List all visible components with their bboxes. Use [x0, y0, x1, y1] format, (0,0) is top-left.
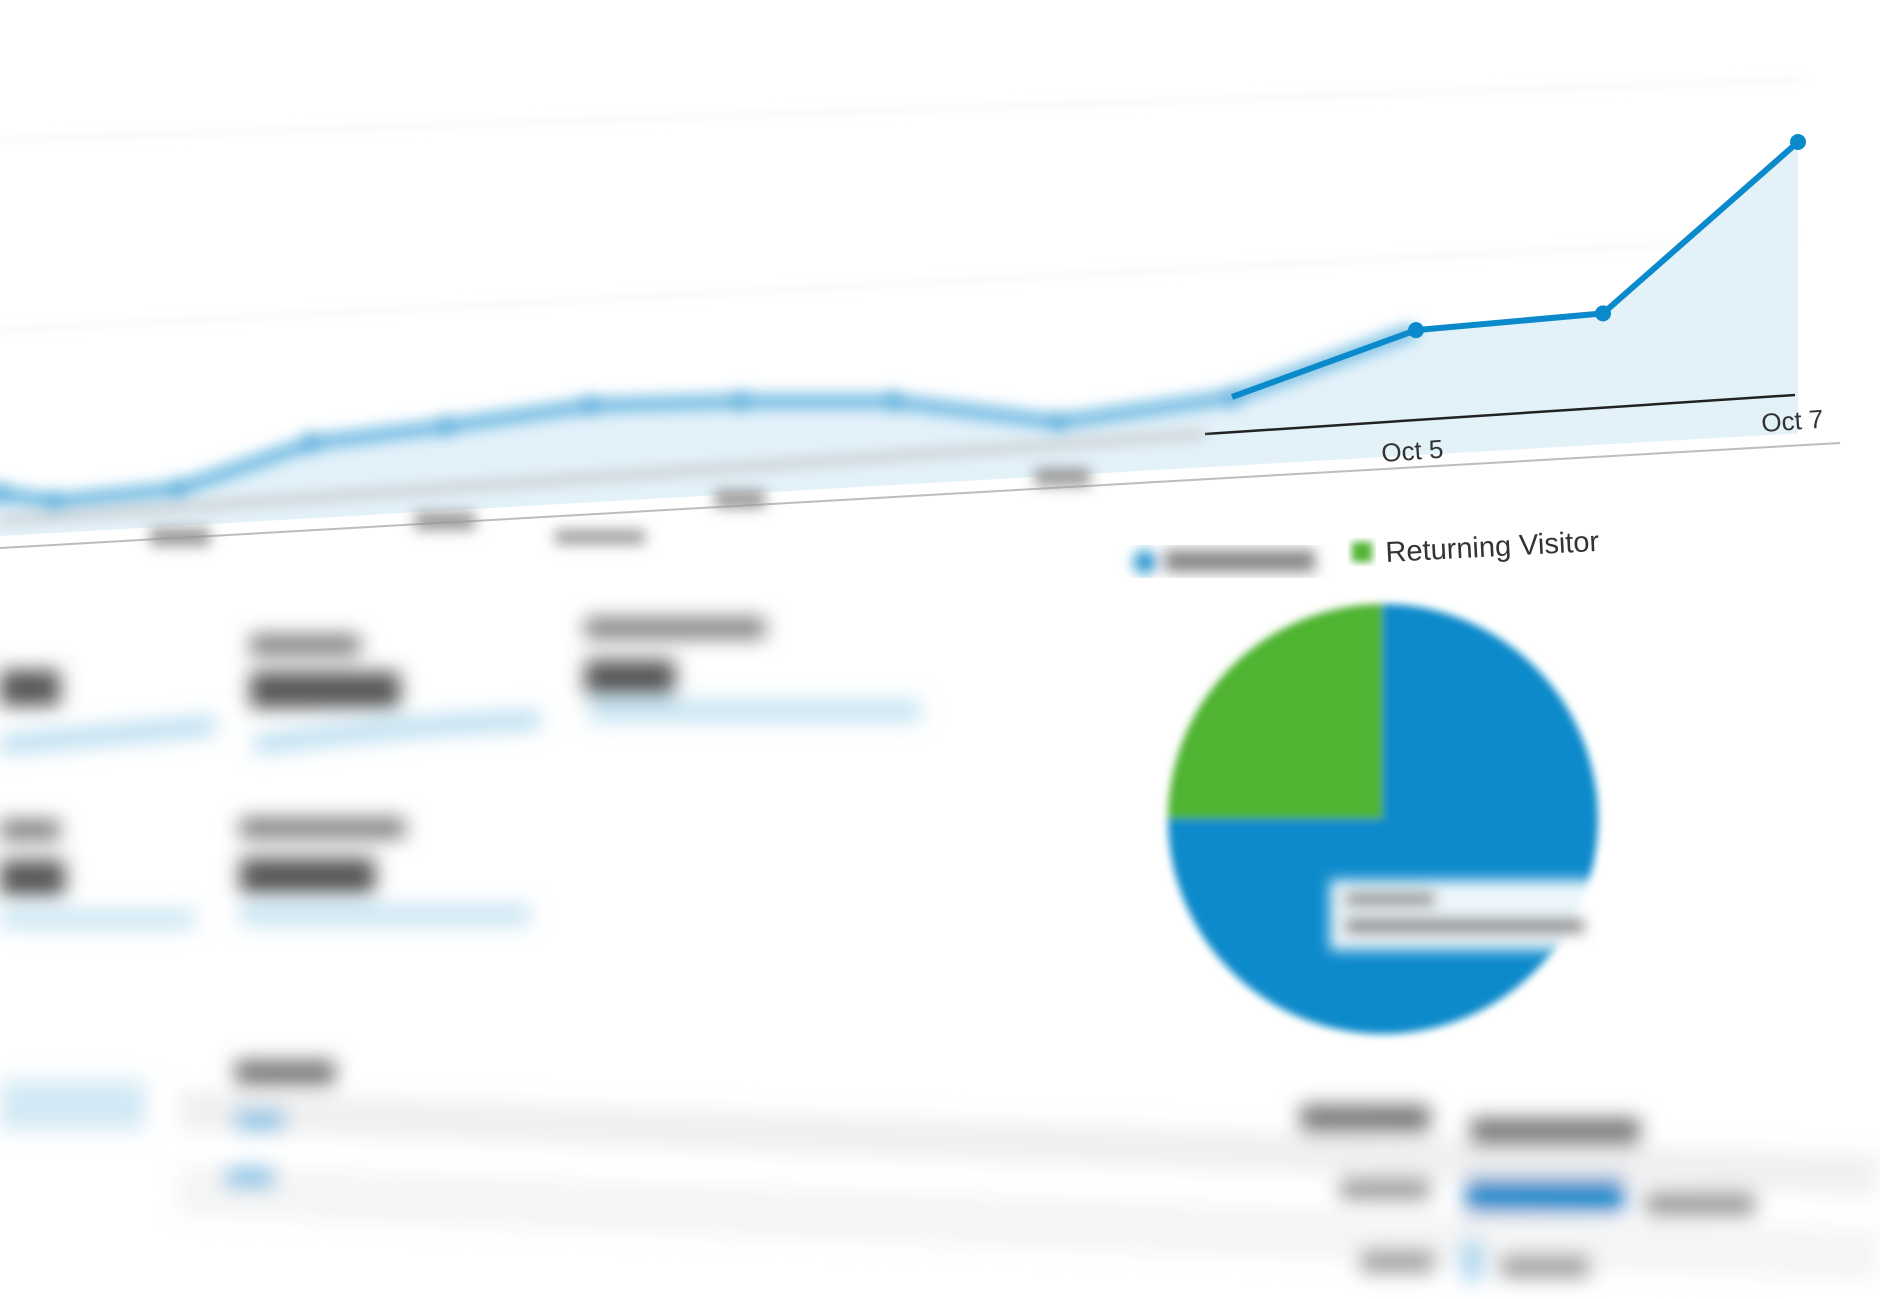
- pie-legend: Returning Visitor: [1134, 526, 1600, 573]
- data-point[interactable]: [0, 482, 11, 505]
- pie-tooltip: [1330, 880, 1600, 950]
- blurred-tick: [715, 490, 765, 508]
- x-tick-oct-7: Oct 7: [1760, 404, 1824, 438]
- x-axis-line-blurred: [0, 431, 1206, 523]
- data-point[interactable]: [43, 490, 65, 513]
- data-point[interactable]: [730, 390, 752, 413]
- data-point[interactable]: [579, 394, 601, 417]
- data-point[interactable]: [167, 477, 189, 500]
- gridline: [0, 79, 1801, 141]
- metric-cards: [0, 618, 920, 928]
- x-axis-line: [1204, 393, 1796, 436]
- data-point[interactable]: [1790, 134, 1806, 150]
- sessions-line-chart: [0, 134, 1806, 536]
- data-point[interactable]: [1408, 322, 1424, 339]
- data-point[interactable]: [1047, 411, 1069, 434]
- blurred-tick: [150, 528, 210, 546]
- data-point[interactable]: [435, 415, 457, 438]
- blurred-x-ticks: [150, 468, 1090, 546]
- blurred-series: [0, 322, 1419, 513]
- gridline: [0, 237, 1797, 331]
- area-fill: [0, 142, 1798, 536]
- table-row-band: [178, 1165, 1879, 1281]
- blurred-tick: [555, 530, 645, 544]
- visitor-pie-chart: [1168, 604, 1598, 1034]
- legend-item-new-visitor[interactable]: [1134, 550, 1315, 573]
- blurred-tick: [415, 512, 475, 530]
- legend-swatch-green: [1352, 542, 1372, 562]
- metric-card: [250, 635, 541, 754]
- data-point[interactable]: [300, 431, 322, 454]
- chart-bottom-border: [0, 442, 1841, 549]
- x-tick-oct-5: Oct 5: [1380, 434, 1444, 468]
- metric-card: [0, 670, 216, 754]
- legend-item-returning-visitor[interactable]: Returning Visitor: [1352, 526, 1600, 569]
- table-header-band: [178, 1090, 1879, 1196]
- metric-card: [0, 820, 195, 928]
- gridlines: [0, 79, 1801, 331]
- blurred-tick: [1035, 468, 1090, 486]
- data-table: [0, 1060, 1879, 1281]
- legend-label-returning-visitor: Returning Visitor: [1385, 526, 1601, 569]
- metric-card: [240, 818, 530, 925]
- metric-card: [585, 618, 920, 722]
- data-point[interactable]: [1595, 305, 1611, 322]
- series-line: [1230, 139, 1800, 400]
- pie-slice[interactable]: [1168, 604, 1383, 819]
- data-point[interactable]: [883, 390, 905, 413]
